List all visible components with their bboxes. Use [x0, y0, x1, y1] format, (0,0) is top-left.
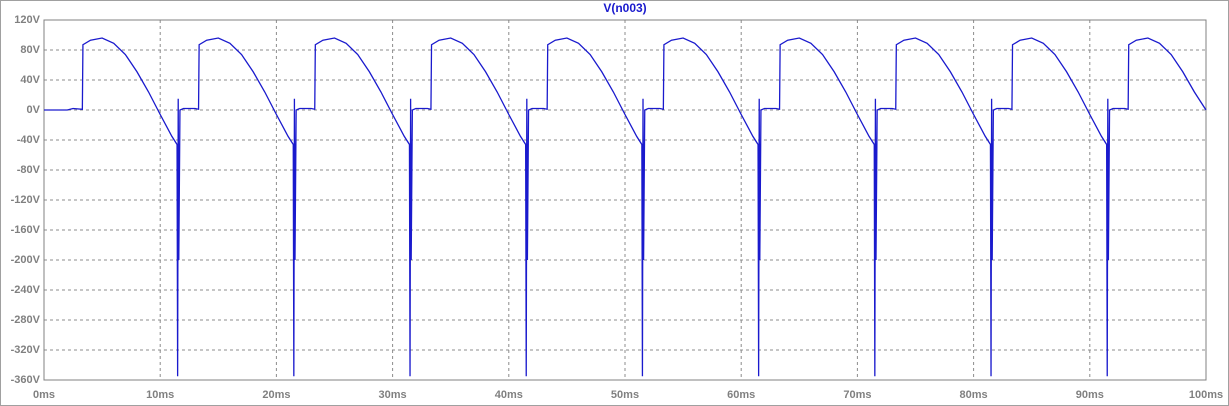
x-tick-label: 50ms: [611, 389, 639, 401]
plot-frame: [43, 19, 1207, 381]
waveform-line: [44, 37, 1207, 377]
x-tick-label: 60ms: [727, 389, 755, 401]
chart-title: V(n003): [603, 1, 646, 15]
y-tick-label: 80V: [20, 44, 40, 56]
x-tick-label: 0ms: [33, 389, 55, 401]
x-tick-label: 40ms: [495, 389, 523, 401]
y-tick-label: -160V: [11, 224, 41, 236]
y-tick-label: -120V: [11, 194, 41, 206]
x-tick-label: 30ms: [379, 389, 407, 401]
y-tick-label: 0V: [27, 104, 41, 116]
x-tick-label: 70ms: [843, 389, 871, 401]
x-tick-label: 100ms: [1189, 389, 1223, 401]
y-tick-label: -240V: [11, 284, 41, 296]
y-tick-label: -360V: [11, 374, 41, 386]
y-tick-label: 40V: [20, 74, 40, 86]
y-tick-label: -80V: [17, 164, 41, 176]
x-tick-label: 20ms: [262, 389, 290, 401]
y-tick-label: -200V: [11, 254, 41, 266]
y-tick-label: -40V: [17, 134, 41, 146]
y-tick-label: -320V: [11, 344, 41, 356]
x-tick-label: 90ms: [1076, 389, 1104, 401]
x-tick-label: 10ms: [146, 389, 174, 401]
x-tick-label: 80ms: [960, 389, 988, 401]
y-tick-label: 120V: [14, 14, 40, 26]
y-tick-label: -280V: [11, 314, 41, 326]
